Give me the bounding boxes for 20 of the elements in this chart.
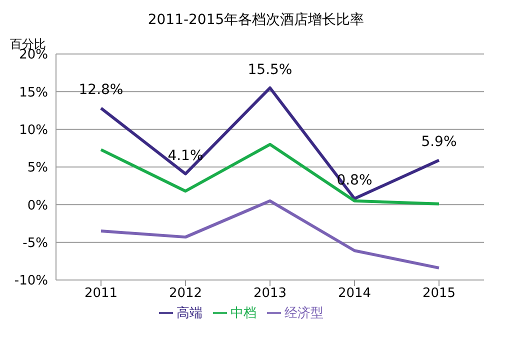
x-tick-label: 2014: [338, 286, 372, 302]
data-label: 4.1%: [168, 148, 204, 164]
data-label: 15.5%: [248, 62, 292, 78]
data-label: 12.8%: [78, 82, 124, 98]
data-label: 5.9%: [421, 134, 457, 150]
legend-label: 中档: [230, 306, 256, 321]
legend-label: 高端: [176, 306, 202, 321]
x-tick-label: 2011: [84, 286, 118, 302]
x-tick-label: 2012: [168, 286, 202, 302]
x-tick-label: 2015: [422, 286, 456, 302]
y-tick-label: -10%: [14, 274, 48, 289]
chart-title: 2011-2015年各档次酒店增长比率: [146, 11, 366, 30]
x-tick-label: 2013: [253, 286, 287, 302]
y-tick-label: 15%: [19, 85, 48, 100]
y-tick-label: 0%: [27, 198, 48, 214]
y-tick-label: -5%: [22, 236, 48, 251]
y-tick-label: 5%: [27, 160, 48, 176]
legend-label: 经济型: [284, 306, 324, 321]
y-tick-label: 10%: [19, 122, 48, 138]
line-series: [100, 199, 440, 270]
